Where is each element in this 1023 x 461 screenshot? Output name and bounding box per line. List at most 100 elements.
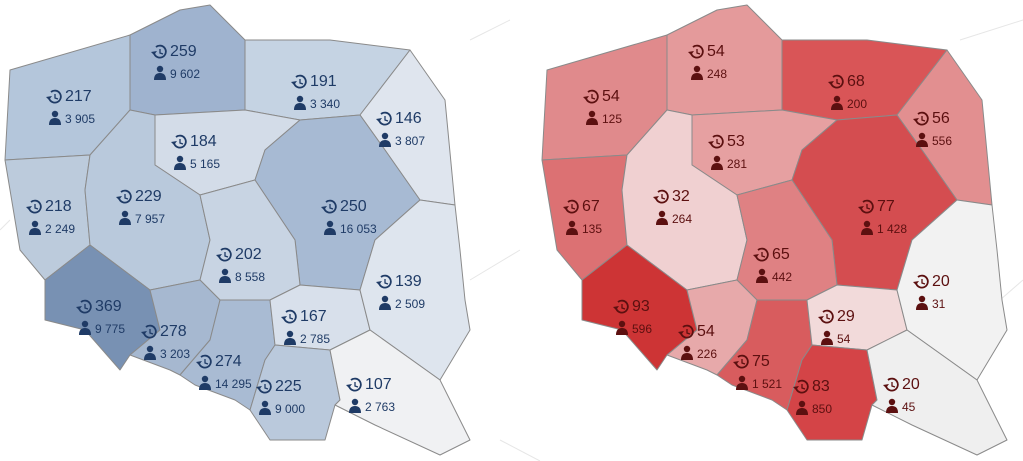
history-icon-arrow <box>281 316 287 320</box>
people-count: 2 249 <box>45 222 75 236</box>
people-count: 2 763 <box>365 400 395 414</box>
person-icon-head <box>798 400 806 408</box>
history-icon <box>283 309 297 324</box>
history-icon-arrow <box>376 118 382 122</box>
history-icon-hands <box>204 359 209 365</box>
history-icon-arrow <box>753 254 759 258</box>
person-icon-body <box>294 103 306 110</box>
person-icon-body <box>736 383 748 390</box>
people-count: 7 957 <box>135 212 165 226</box>
history-icon <box>48 89 62 104</box>
people-count: 45 <box>902 400 916 414</box>
person-icon-head <box>261 400 269 408</box>
region <box>866 329 1008 456</box>
person-icon-head <box>693 65 701 73</box>
person-icon-body <box>379 303 391 310</box>
person-icon-body <box>219 276 231 283</box>
visit-count: 218 <box>45 198 72 215</box>
person-icon-head <box>326 220 334 228</box>
history-icon <box>293 74 307 89</box>
history-icon <box>173 134 187 149</box>
history-icon-arrow <box>141 331 147 335</box>
person-icon-body <box>154 73 166 80</box>
history-icon-hands <box>354 382 359 388</box>
person-icon-head <box>588 110 596 118</box>
history-icon-hands <box>761 252 766 258</box>
region-label: 274 14 295 <box>196 353 252 391</box>
history-icon-arrow <box>913 118 919 122</box>
region-label: 146 3 807 <box>376 110 425 148</box>
history-icon <box>218 247 232 262</box>
person-icon-body <box>796 408 808 415</box>
history-icon-hands <box>84 304 89 310</box>
region-label: 67 135 <box>563 198 602 236</box>
people-count: 8 558 <box>235 270 265 284</box>
person-icon-body <box>656 218 668 225</box>
person-icon-body <box>831 103 843 110</box>
history-icon-hands <box>224 252 229 258</box>
history-icon <box>565 199 579 214</box>
person-icon-body <box>379 140 391 147</box>
history-icon <box>118 189 132 204</box>
person-icon-head <box>81 320 89 328</box>
people-count: 2 509 <box>395 297 425 311</box>
visit-count: 184 <box>190 133 217 150</box>
region-label: 229 7 957 <box>116 188 165 226</box>
visit-count: 77 <box>877 198 895 215</box>
history-icon <box>615 299 629 314</box>
people-count: 9 602 <box>170 67 200 81</box>
people-count: 3 807 <box>395 134 425 148</box>
person-icon-body <box>566 228 578 235</box>
history-icon-hands <box>591 94 596 100</box>
visit-count: 259 <box>170 43 197 60</box>
people-count: 264 <box>672 212 692 226</box>
person-icon-head <box>758 268 766 276</box>
history-icon-arrow <box>793 386 799 390</box>
history-icon <box>915 274 929 289</box>
people-count: 596 <box>632 322 652 336</box>
region-label: 167 2 785 <box>281 308 330 346</box>
people-count: 1 521 <box>752 377 782 391</box>
person-icon-body <box>711 163 723 170</box>
history-icon <box>735 354 749 369</box>
history-icon-arrow <box>583 96 589 100</box>
people-count: 135 <box>582 222 602 236</box>
history-icon <box>885 377 899 392</box>
history-icon-arrow <box>818 316 824 320</box>
person-icon-body <box>324 228 336 235</box>
person-icon-head <box>618 320 626 328</box>
region-label: 259 9 602 <box>151 43 200 81</box>
person-icon-head <box>381 132 389 140</box>
history-icon-hands <box>299 79 304 85</box>
history-icon <box>198 354 212 369</box>
visit-count: 274 <box>215 353 242 370</box>
person-icon-body <box>691 73 703 80</box>
history-icon <box>755 247 769 262</box>
history-icon <box>655 189 669 204</box>
region-label: 29 54 <box>818 308 855 346</box>
people-count: 281 <box>727 157 747 171</box>
history-icon-arrow <box>116 196 122 200</box>
visit-count: 167 <box>300 308 327 325</box>
person-icon-body <box>119 218 131 225</box>
people-count: 54 <box>837 332 851 346</box>
visit-count: 229 <box>135 188 162 205</box>
people-count: 31 <box>932 297 946 311</box>
region <box>359 199 471 381</box>
history-icon-hands <box>179 139 184 145</box>
region-label: 54 226 <box>678 323 717 361</box>
region-label: 218 2 249 <box>26 198 75 236</box>
history-icon <box>820 309 834 324</box>
region-label: 184 5 165 <box>171 133 220 171</box>
history-icon-arrow <box>346 384 352 388</box>
people-count: 442 <box>772 270 792 284</box>
history-icon-hands <box>661 194 666 200</box>
history-icon-arrow <box>653 196 659 200</box>
region-label: 93 596 <box>613 298 652 336</box>
person-icon-head <box>918 295 926 303</box>
region-label: 54 248 <box>688 43 727 81</box>
history-icon <box>28 199 42 214</box>
